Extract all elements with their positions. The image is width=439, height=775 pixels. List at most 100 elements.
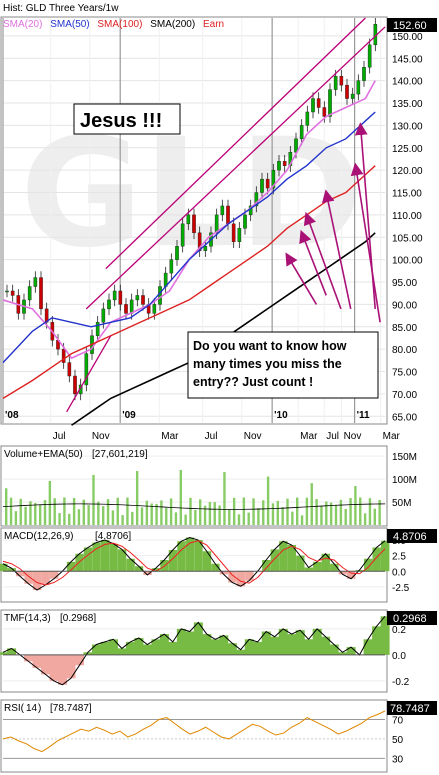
tmf-area-bar xyxy=(321,636,331,655)
last-price: 152.60 xyxy=(393,20,427,32)
macd-histogram xyxy=(7,568,16,572)
volume-bar xyxy=(354,486,357,525)
macd-histogram xyxy=(41,571,50,585)
volume-bar xyxy=(286,498,289,525)
macd-histogram xyxy=(355,570,364,572)
tmf-area-bar xyxy=(0,652,8,655)
vol-tick: 100M xyxy=(392,475,417,486)
jesus-label: Jesus !!! xyxy=(80,110,162,132)
macd-histogram xyxy=(49,571,59,579)
volume-bar xyxy=(9,497,13,525)
y-tick-label: 70.00 xyxy=(392,390,417,401)
macd-histogram xyxy=(321,553,330,572)
price-bar xyxy=(356,80,361,95)
y-tick-label: 100.00 xyxy=(392,256,423,267)
volume-bar xyxy=(237,514,241,525)
volume-bar xyxy=(68,513,71,525)
trend-line-start xyxy=(66,335,112,413)
macd-histogram xyxy=(270,549,280,572)
y-tick-label: 95.00 xyxy=(392,278,417,289)
macd-histogram xyxy=(211,563,220,572)
tmf-area-bar xyxy=(304,639,314,655)
price-bar xyxy=(33,277,38,287)
volume-bar xyxy=(194,509,197,525)
price-bar xyxy=(169,259,174,274)
price-bar xyxy=(345,84,349,99)
volume-bar xyxy=(24,506,27,525)
volume-bar xyxy=(111,510,115,525)
volume-bar xyxy=(72,497,76,525)
volume-bar xyxy=(160,500,163,525)
macd-histogram xyxy=(330,563,339,572)
macd-histogram xyxy=(381,540,390,572)
entry-arrow xyxy=(303,211,342,310)
volume-bars: 50M 100M 150M xyxy=(2,452,417,525)
legend-item: SMA(50) xyxy=(50,19,89,30)
volume-bar xyxy=(232,497,236,525)
volume-bar xyxy=(223,471,226,525)
tmf-area-bar xyxy=(134,638,144,655)
tmf-area-bar xyxy=(261,631,271,655)
macd-signal xyxy=(2,540,386,586)
tmf-area-bar xyxy=(66,654,76,679)
volume-bar xyxy=(97,501,100,525)
tmf-area-bar xyxy=(312,628,322,655)
tmf-label: TMF(14,3) xyxy=(4,613,51,624)
macd-histogram xyxy=(279,541,288,572)
price-bar xyxy=(73,375,77,395)
macd-histogram xyxy=(287,545,297,572)
tmf-area-bar xyxy=(372,626,382,655)
tmf-area-bar xyxy=(117,648,127,655)
tmf-area-bar xyxy=(278,628,288,655)
volume-bar xyxy=(203,505,207,525)
macd-label: MACD(12,26,9) xyxy=(4,531,73,542)
price-bar xyxy=(118,290,123,305)
x-tick-label: '09 xyxy=(122,410,136,421)
volume-label: Volume+EMA(50) xyxy=(4,449,83,460)
x-tick-label: Jul xyxy=(53,431,66,442)
price-bar xyxy=(328,89,332,117)
rsi-period: 14 xyxy=(26,703,38,714)
price-bar xyxy=(254,192,259,207)
price-bar xyxy=(322,107,327,117)
price-bar xyxy=(180,223,185,247)
tmf-area-bar xyxy=(295,630,305,655)
callout-line-1: Do you want to know how xyxy=(193,339,347,353)
trend-line-lower xyxy=(85,26,386,310)
price-bar xyxy=(152,304,157,314)
volume-bar xyxy=(87,505,90,525)
entry-arrow xyxy=(299,229,327,296)
rsi-close: ) xyxy=(38,703,41,714)
tmf-area-bar xyxy=(338,652,348,655)
callout-box xyxy=(187,331,379,399)
price-bar xyxy=(350,93,355,99)
volume-bar xyxy=(43,500,47,525)
price-bar xyxy=(84,353,89,386)
rsi-last-tag xyxy=(387,701,437,715)
volume-bar xyxy=(247,512,250,525)
watermark: GLD xyxy=(20,107,363,281)
volume-bar xyxy=(363,513,367,525)
macd-histogram xyxy=(177,541,186,572)
price-bar xyxy=(333,75,338,90)
tmf-area-bar xyxy=(193,622,203,655)
vol-tick: 150M xyxy=(392,452,417,463)
price-bar xyxy=(277,161,281,171)
tmf-area-bar xyxy=(41,654,51,675)
macd-histogram xyxy=(236,571,246,587)
price-bar xyxy=(311,98,315,113)
volume-bar xyxy=(106,499,110,525)
jesus-box xyxy=(73,103,181,135)
x-tick-label: '11 xyxy=(357,410,370,421)
macd-histogram xyxy=(92,542,101,572)
last-price-tag xyxy=(387,18,437,32)
sma-line xyxy=(2,165,376,399)
macd-histogram xyxy=(0,563,8,572)
volume-bar xyxy=(276,500,279,525)
macd-histogram xyxy=(372,547,381,572)
macd-histogram xyxy=(262,560,271,572)
volume-bar xyxy=(305,497,309,525)
volume-bar xyxy=(135,471,139,525)
volume-bar xyxy=(121,515,124,525)
